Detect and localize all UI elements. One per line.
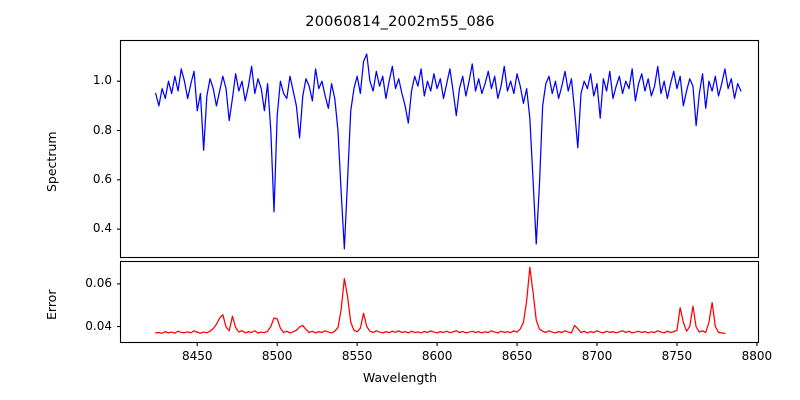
spectrum-y-tick-label: 1.0 — [92, 73, 112, 88]
x-tick-label: 8650 — [501, 348, 533, 363]
spectrum-y-tick-label: 0.8 — [92, 122, 112, 137]
spectrum-y-axis-label: Spectrum — [44, 131, 59, 192]
x-tick-label: 8450 — [181, 348, 213, 363]
error-y-axis-label: Error — [44, 289, 59, 320]
spectrum-y-tick-label: 0.4 — [92, 221, 112, 236]
x-tick-label: 8500 — [261, 348, 293, 363]
error-y-tick-label: 0.06 — [85, 275, 112, 290]
error-y-tick-label: 0.04 — [85, 318, 112, 333]
spectrum-trace — [155, 53, 742, 250]
x-axis-label: Wavelength — [362, 370, 438, 385]
spectrum-panel-frame — [119, 39, 760, 259]
error-panel-frame — [119, 260, 760, 344]
x-tick-label: 8750 — [661, 348, 693, 363]
error-trace — [155, 266, 726, 334]
chart-title: 20060814_2002m55_086 — [305, 14, 495, 30]
x-tick-label: 8700 — [581, 348, 613, 363]
x-tick-label: 8550 — [341, 348, 373, 363]
x-tick-label: 8600 — [421, 348, 453, 363]
spectrum-y-tick-label: 0.6 — [92, 171, 112, 186]
x-tick-label: 8800 — [741, 348, 773, 363]
